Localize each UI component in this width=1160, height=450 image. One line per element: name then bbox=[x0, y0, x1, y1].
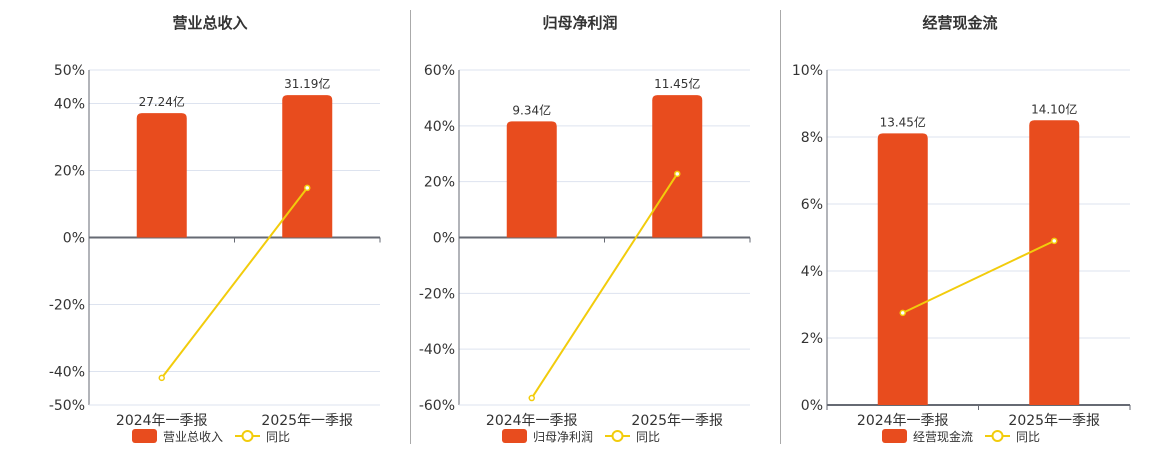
y-tick-label: 40% bbox=[54, 97, 85, 113]
y-tick-label: 8% bbox=[801, 130, 823, 146]
legend-bar-label: 归母净利润 bbox=[533, 430, 593, 444]
y-tick-label: 60% bbox=[424, 63, 455, 79]
bar-data-label: 14.10亿 bbox=[1031, 101, 1077, 116]
chart-1: 营业总收入 50% 40% 20% 0% -20% -40% -50% 27.24亿 2024年一… bbox=[49, 14, 381, 444]
chart-3: 经营现金流 10% 8% 6% 4% 2% 0% 13.45亿 2024年一季报 14.10亿 20… bbox=[792, 14, 1131, 444]
legend-line-label: 同比 bbox=[266, 430, 290, 444]
legend-bar-swatch bbox=[502, 429, 527, 443]
line-point bbox=[158, 374, 165, 382]
y-tick-label: 40% bbox=[424, 119, 455, 135]
bar bbox=[136, 113, 187, 238]
bar-data-label: 31.19亿 bbox=[284, 76, 330, 91]
x-tick-label: 2024年一季报 bbox=[116, 413, 208, 429]
y-tick-label: -20% bbox=[419, 286, 455, 302]
legend-line-label: 同比 bbox=[636, 430, 660, 444]
line-point bbox=[528, 394, 535, 402]
legend-line-label: 同比 bbox=[1016, 430, 1040, 444]
chart-title: 营业总收入 bbox=[172, 14, 247, 32]
bar-data-label: 9.34亿 bbox=[512, 102, 551, 117]
bar bbox=[506, 121, 557, 238]
line-point bbox=[304, 184, 311, 192]
x-tick-label: 2024年一季报 bbox=[486, 413, 578, 429]
line-series bbox=[902, 239, 1055, 314]
y-tick-label: -20% bbox=[49, 298, 85, 314]
divider bbox=[780, 10, 781, 444]
y-tick-label: -60% bbox=[419, 398, 455, 414]
line-series bbox=[530, 173, 679, 399]
legend-line-marker bbox=[611, 430, 624, 442]
legend-line-marker bbox=[991, 430, 1004, 442]
y-tick-label: -50% bbox=[49, 398, 85, 414]
legend-bar-swatch bbox=[132, 429, 157, 443]
x-tick-label: 2025年一季报 bbox=[261, 413, 353, 429]
y-tick-label: 50% bbox=[54, 63, 85, 79]
bar-data-label: 11.45亿 bbox=[654, 76, 700, 91]
x-tick-label: 2024年一季报 bbox=[857, 413, 949, 429]
line-series bbox=[160, 187, 309, 379]
y-tick-label: 10% bbox=[792, 63, 823, 79]
divider bbox=[410, 10, 411, 444]
legend-bar-swatch bbox=[882, 429, 907, 443]
y-tick-label: -40% bbox=[419, 342, 455, 358]
y-tick-label: -40% bbox=[49, 365, 85, 381]
y-tick-label: 2% bbox=[801, 331, 823, 347]
y-tick-label: 4% bbox=[801, 264, 823, 280]
bar bbox=[877, 133, 928, 405]
x-tick-label: 2025年一季报 bbox=[1008, 413, 1100, 429]
y-tick-label: 0% bbox=[63, 231, 85, 247]
legend-line-marker bbox=[241, 430, 254, 442]
legend-bar-label: 经营现金流 bbox=[913, 429, 973, 444]
bar-data-label: 13.45亿 bbox=[880, 114, 926, 129]
chart-2: 归母净利润 60% 40% 20% 0% -20% -40% -60% 9.34亿 2024年一季… bbox=[419, 14, 751, 444]
x-tick-label: 2025年一季报 bbox=[631, 413, 723, 429]
bar bbox=[1029, 120, 1080, 405]
bar bbox=[652, 95, 703, 238]
y-tick-label: 20% bbox=[54, 164, 85, 180]
chart-title: 归母净利润 bbox=[542, 14, 617, 32]
y-tick-label: 20% bbox=[424, 175, 455, 191]
line-point bbox=[1051, 237, 1058, 245]
bar-data-label: 27.24亿 bbox=[139, 94, 185, 109]
line-point bbox=[674, 170, 681, 178]
chart-title: 经营现金流 bbox=[922, 14, 997, 32]
bar bbox=[282, 95, 333, 238]
y-tick-label: 6% bbox=[801, 197, 823, 213]
y-tick-label: 0% bbox=[801, 398, 823, 414]
line-point bbox=[899, 309, 906, 317]
y-tick-label: 0% bbox=[433, 231, 455, 247]
legend-bar-label: 营业总收入 bbox=[163, 430, 223, 444]
